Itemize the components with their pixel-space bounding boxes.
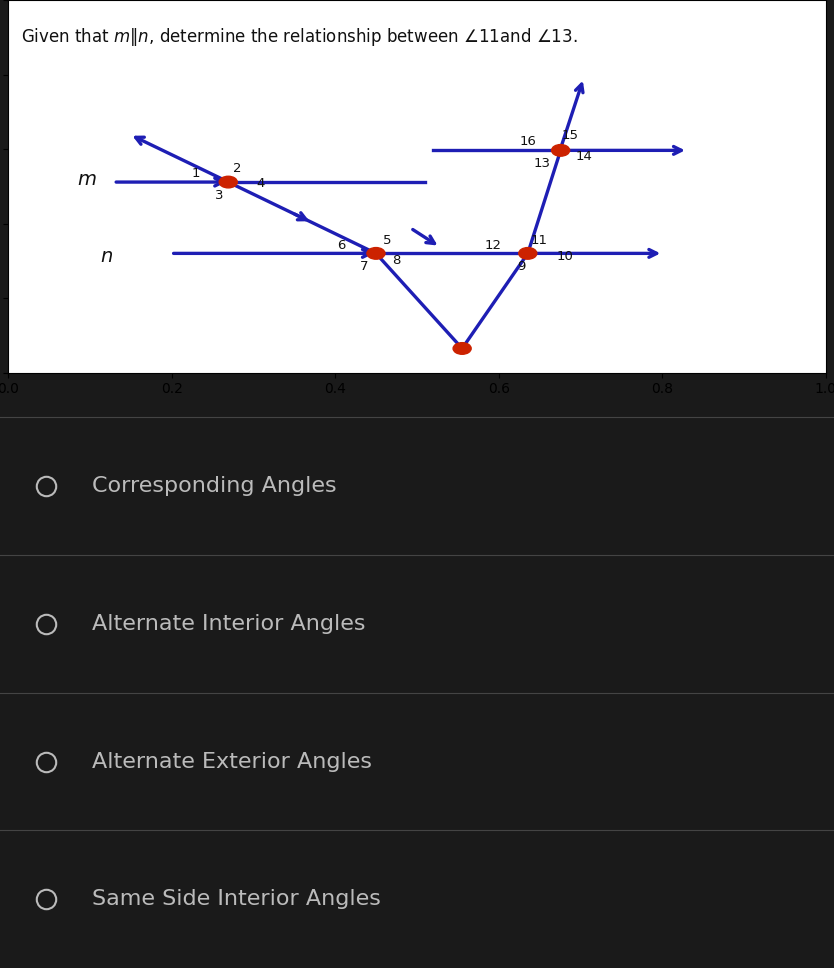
Text: 7: 7 xyxy=(360,260,369,273)
Text: 9: 9 xyxy=(517,260,525,273)
Circle shape xyxy=(453,343,471,354)
Circle shape xyxy=(367,248,385,259)
Circle shape xyxy=(219,176,238,188)
Circle shape xyxy=(551,144,570,156)
Text: 5: 5 xyxy=(383,233,392,247)
Text: Same Side Interior Angles: Same Side Interior Angles xyxy=(92,890,380,909)
Text: 2: 2 xyxy=(234,163,242,175)
Circle shape xyxy=(519,248,537,259)
Text: 3: 3 xyxy=(215,189,224,202)
Text: 4: 4 xyxy=(256,177,264,190)
Text: Corresponding Angles: Corresponding Angles xyxy=(92,476,336,497)
Text: 15: 15 xyxy=(561,129,578,142)
Text: 1: 1 xyxy=(192,166,200,180)
Text: 16: 16 xyxy=(520,135,537,148)
Text: 6: 6 xyxy=(337,239,345,253)
Text: 8: 8 xyxy=(393,255,401,267)
Text: Alternate Exterior Angles: Alternate Exterior Angles xyxy=(92,751,372,771)
Text: $m$: $m$ xyxy=(78,170,97,189)
Text: 11: 11 xyxy=(530,233,548,247)
Text: 10: 10 xyxy=(556,250,573,263)
Text: 12: 12 xyxy=(485,239,502,253)
Text: Alternate Interior Angles: Alternate Interior Angles xyxy=(92,614,365,634)
Text: 14: 14 xyxy=(575,150,592,163)
Text: $n$: $n$ xyxy=(100,247,113,265)
Text: 13: 13 xyxy=(534,157,550,170)
Text: Given that $m \| n$, determine the relationship between $\angle$11and $\angle$13: Given that $m \| n$, determine the relat… xyxy=(22,26,578,48)
